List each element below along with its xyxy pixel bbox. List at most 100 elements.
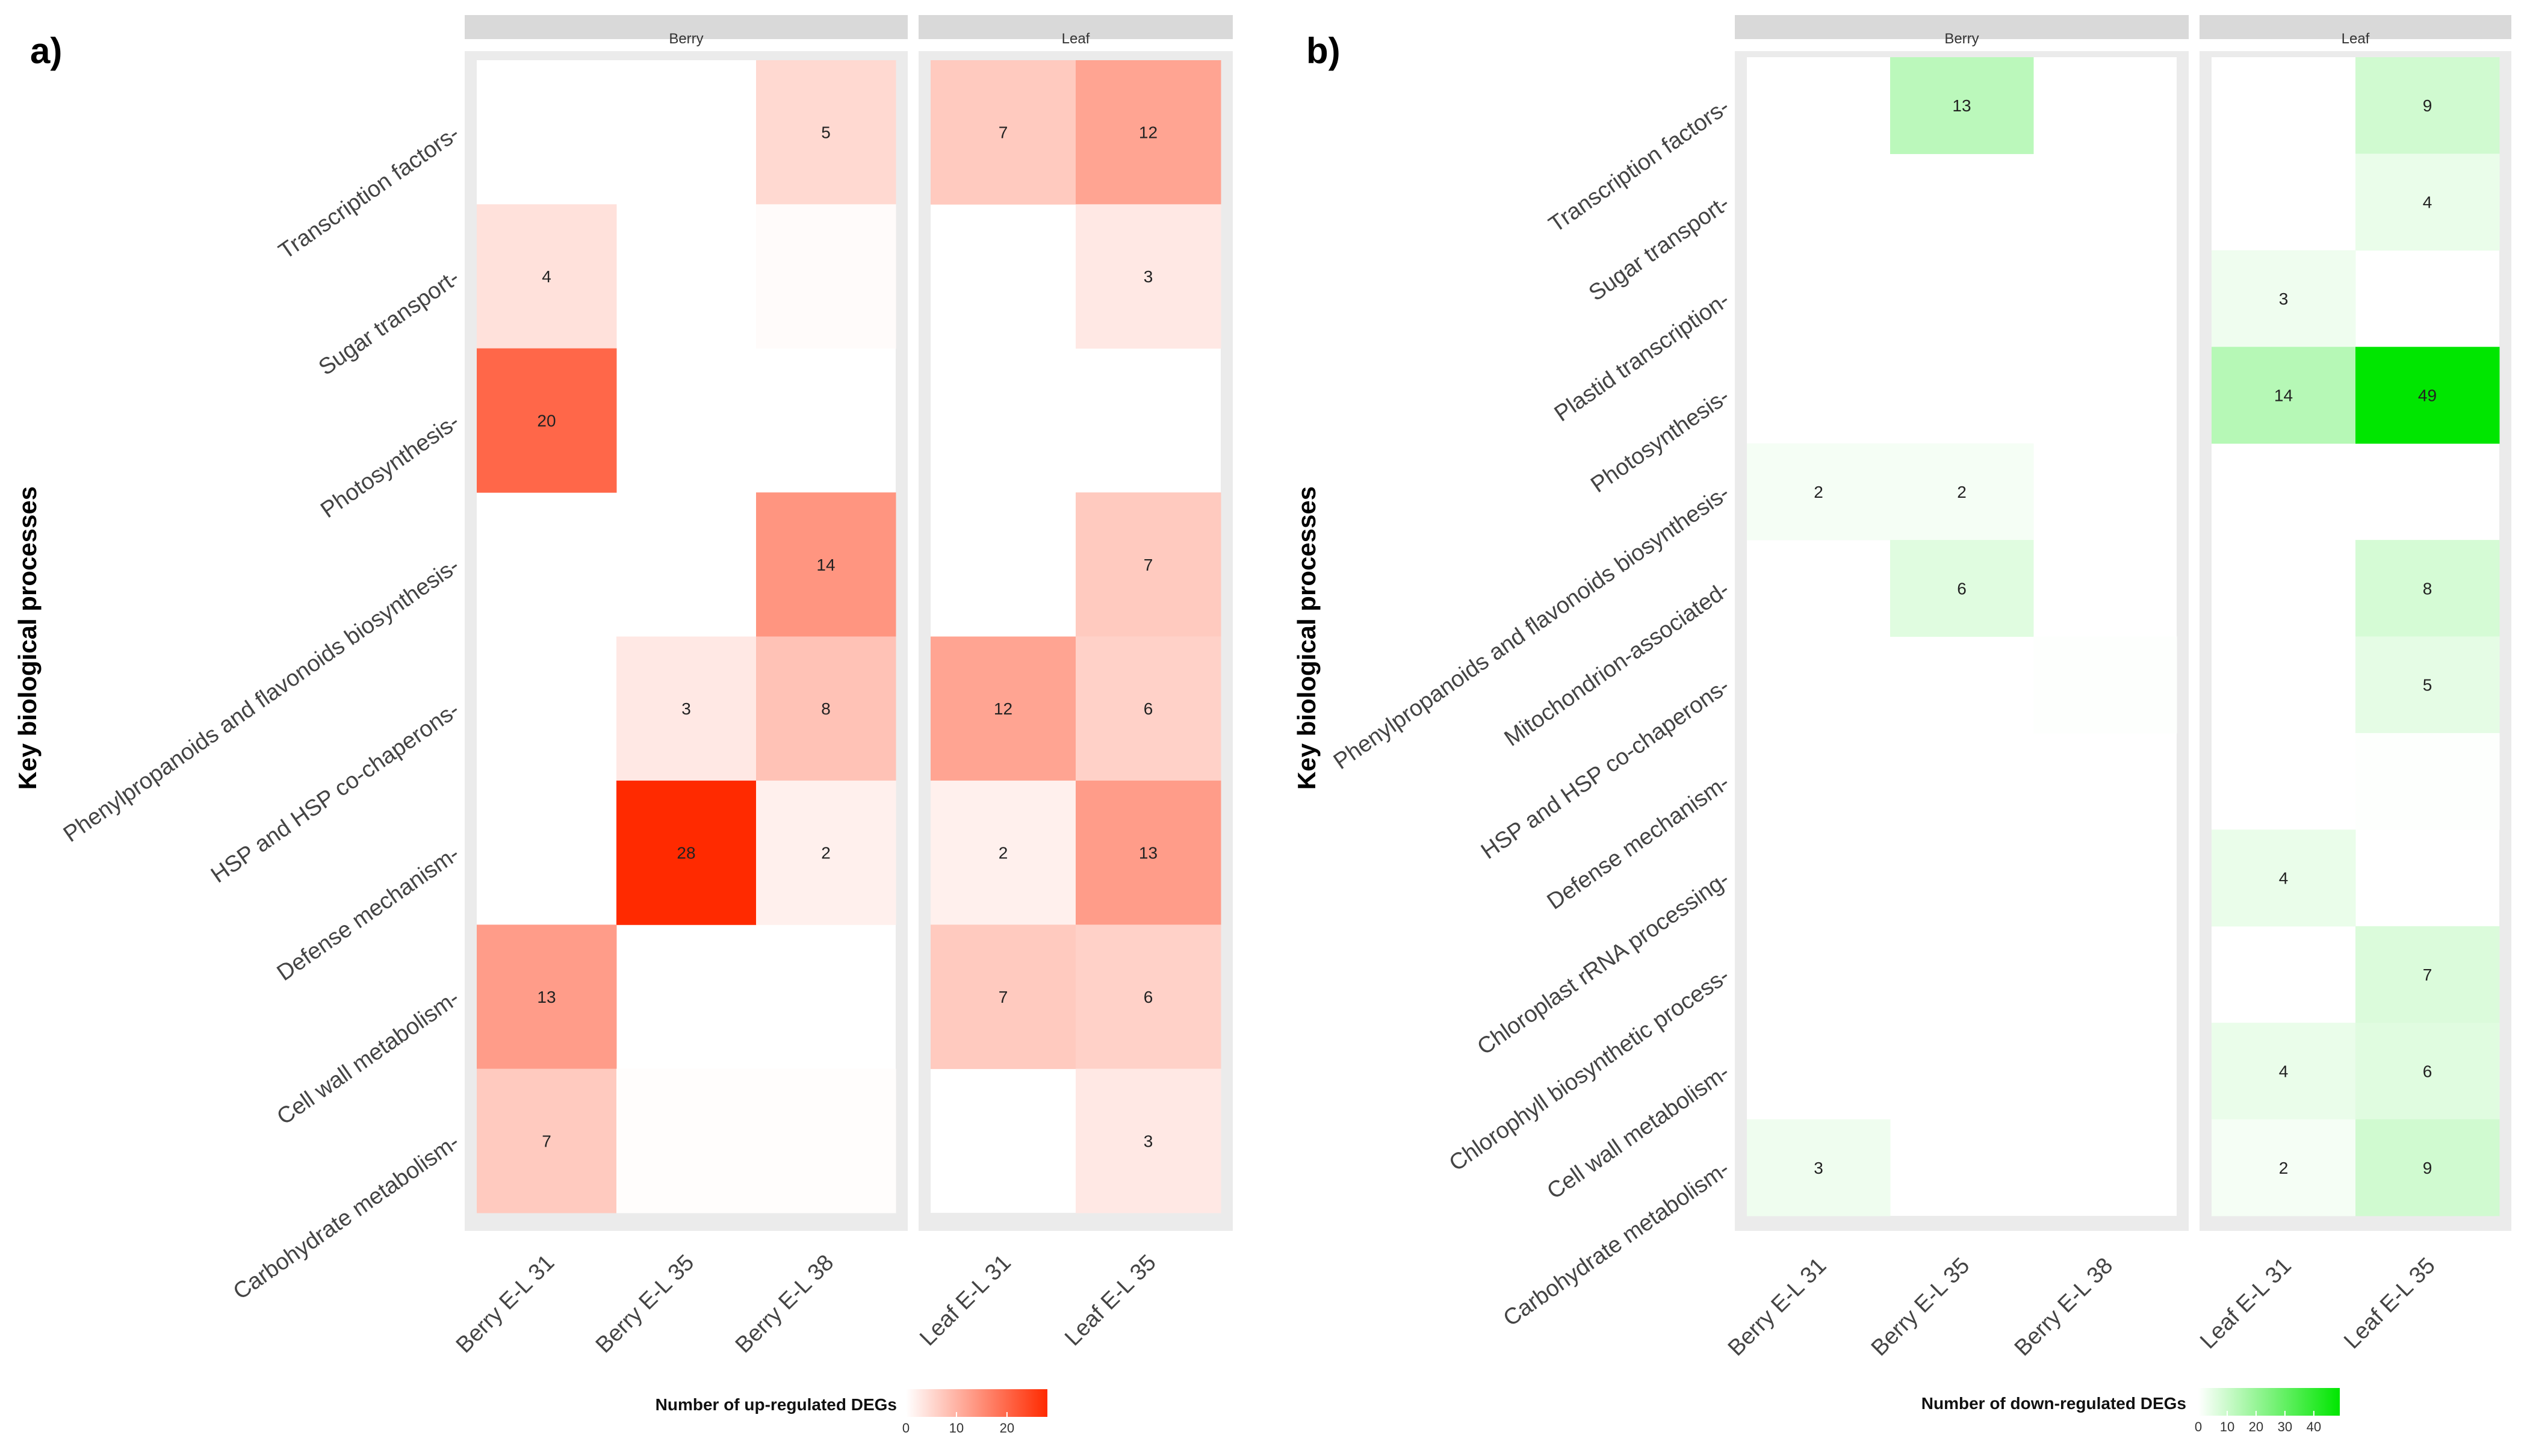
- panel-a-cell-berry-berry-e-l-31-row-6: [477, 925, 617, 1070]
- panel-b-cell-leaf-leaf-e-l-35-row-11: [2355, 1119, 2500, 1216]
- panel-a-cell-leaf-leaf-e-l-35-row-7: [1076, 1068, 1221, 1213]
- panel-b-cell-value: 6: [2423, 1062, 2432, 1080]
- panel-b-facet-label-berry: Berry: [1944, 31, 1979, 47]
- panel-b-cell-value: 9: [2423, 1159, 2432, 1177]
- panel-b-cell-value: 4: [2279, 869, 2289, 888]
- panel-b-cell-value: 8: [2423, 579, 2432, 598]
- panel-b-y-tick-label-chloroplast-rrna-processing: Chloroplast rRNA processing-: [1473, 867, 1734, 1060]
- panel-b-cell-value: 2: [1814, 483, 1823, 501]
- panel-a-cell-leaf-leaf-e-l-35-row-6: [1076, 925, 1221, 1070]
- panel-a-cell-berry-berry-e-l-35-row-4: [616, 636, 757, 781]
- panel-b-cell-value: 6: [1957, 579, 1967, 598]
- panel-b-y-tick-label-photosynthesis: Photosynthesis-: [1586, 384, 1734, 498]
- panel-a-y-tick-label-defense-mechanism: Defense mechanism-: [273, 841, 464, 986]
- panel-a-cell-value: 13: [1139, 844, 1158, 863]
- panel-a-cell-value: 7: [542, 1132, 551, 1150]
- panel-b-facet-label-leaf: Leaf: [2342, 31, 2370, 47]
- panel-a-label: a): [30, 31, 62, 71]
- panel-a-y-tick-label-carbohydrate-metabolism: Carbohydrate metabolism-: [229, 1129, 464, 1304]
- panel-a-y-tick-label-transcription-factors: Transcription factors-: [274, 121, 464, 264]
- panel-a-cell-berry-berry-e-l-35-row-7: [616, 1068, 757, 1213]
- panel-b-y-tick-label-carbohydrate-metabolism: Carbohydrate metabolism-: [1499, 1156, 1734, 1331]
- panel-a-cell-berry-berry-e-l-38-row-4: [756, 636, 896, 781]
- panel-b-cell-leaf-leaf-e-l-35-row-3: [2355, 347, 2500, 444]
- panel-b-legend-tick-label: 0: [2195, 1419, 2202, 1434]
- panel-a-cell-leaf-leaf-e-l-35-row-3: [1076, 492, 1221, 637]
- panel-b-cell-value: 2: [1957, 483, 1967, 501]
- panel-a-y-tick-label-cell-wall-metabolism: Cell wall metabolism-: [273, 985, 464, 1130]
- panel-a-cell-leaf-leaf-e-l-31-row-4: [931, 636, 1076, 781]
- panel-a-cell-value: 3: [1144, 267, 1153, 286]
- panel-a-cell-value: 7: [1144, 556, 1153, 574]
- panel-a-legend-tick-label: 20: [1000, 1420, 1014, 1436]
- panel-b-cell-value: 49: [2418, 386, 2437, 404]
- panel-b-x-tick-label: Berry E-L 38: [2010, 1253, 2118, 1362]
- panel-a-cell-leaf-leaf-e-l-35-row-0: [1076, 60, 1221, 205]
- panel-a-cell-value: 6: [1144, 988, 1153, 1006]
- panel-b-cell-leaf-leaf-e-l-35-row-5: [2355, 540, 2500, 637]
- panel-b-cell-leaf-leaf-e-l-35-row-9: [2355, 926, 2500, 1023]
- panel-a-cell-value: 12: [994, 699, 1012, 718]
- panel-b-y-tick-label-chlorophyll-biosynthetic-process: Chlorophyll biosynthetic process-: [1445, 963, 1734, 1176]
- panel-a-cell-berry-berry-e-l-31-row-1: [477, 204, 617, 349]
- panel-b-cell-berry-berry-e-l-31-row-11: [1747, 1119, 1891, 1216]
- panel-a-y-tick-label-photosynthesis: Photosynthesis-: [316, 409, 464, 523]
- panel-a-cell-value: 28: [677, 844, 695, 863]
- panel-a-cell-berry-berry-e-l-38-row-3: [756, 492, 896, 637]
- panel-a-cell-value: 14: [816, 556, 835, 574]
- panel-a-cell-leaf-leaf-e-l-35-row-1: [1076, 204, 1221, 349]
- panel-b-facet-strip-leaf: [2200, 15, 2511, 39]
- panel-b-cell-berry-berry-e-l-31-row-4: [1747, 443, 1891, 541]
- panel-a-cell-value: 20: [537, 411, 556, 430]
- panel-a-cell-value: 5: [821, 123, 831, 142]
- panel-b-legend-colorbar: [2198, 1388, 2340, 1416]
- panel-b-cell-berry-berry-e-l-35-row-4: [1890, 443, 2034, 541]
- panel-a-x-tick-label: Leaf E-L 31: [915, 1250, 1016, 1351]
- panel-a-cell-value: 13: [537, 988, 556, 1006]
- panel-b-cell-value: 4: [2279, 1062, 2289, 1080]
- panel-a-y-tick-label-sugar-transport: Sugar transport-: [314, 265, 464, 380]
- panel-b-y-tick-label-hsp-and-hsp-co-chaperons: HSP and HSP co-chaperons-: [1477, 674, 1734, 864]
- panel-a-y-tick-label-phenylpropanoids-and-flavonoids-biosynthesis: Phenylpropanoids and flavonoids biosynth…: [59, 553, 464, 847]
- panel-b-cell-value: 13: [1952, 96, 1971, 115]
- panel-b-legend-tick-label: 20: [2249, 1419, 2263, 1434]
- panel-b-legend-tick-label: 30: [2278, 1419, 2292, 1434]
- panel-a-cell-leaf-leaf-e-l-35-row-5: [1076, 780, 1221, 925]
- panel-b-cell-leaf-leaf-e-l-35-row-6: [2355, 636, 2500, 734]
- panel-b-cell-value: 7: [2423, 965, 2432, 984]
- panel-b-legend-title: Number of down-regulated DEGs: [1921, 1394, 2186, 1413]
- panel-a-cell-value: 12: [1139, 123, 1158, 142]
- panel-b-cell-value: 3: [2279, 290, 2289, 308]
- panel-b-cell-leaf-leaf-e-l-31-row-2: [2212, 250, 2356, 347]
- panel-b-x-tick-label: Leaf E-L 31: [2195, 1253, 2296, 1354]
- panel-b-y-tick-label-sugar-transport: Sugar transport-: [1584, 191, 1734, 306]
- panel-b-cell-leaf-leaf-e-l-35-row-1: [2355, 153, 2500, 251]
- panel-b-cell-value: 3: [1814, 1159, 1823, 1177]
- panel-a-cell-value: 3: [1144, 1132, 1153, 1150]
- panel-a-cell-value: 8: [821, 699, 831, 718]
- panel-a-facet-label-berry: Berry: [669, 31, 703, 47]
- panel-b-cell-leaf-leaf-e-l-35-row-7: [2355, 733, 2500, 830]
- panel-b-cell-leaf-leaf-e-l-31-row-10: [2212, 1023, 2356, 1120]
- panel-b-cell-berry-berry-e-l-35-row-5: [1890, 540, 2034, 637]
- panel-a-cell-leaf-leaf-e-l-35-row-4: [1076, 636, 1221, 781]
- panel-a-facet-strip-leaf: [919, 15, 1233, 39]
- panel-b-cell-leaf-leaf-e-l-35-row-10: [2355, 1023, 2500, 1120]
- panel-a-cell-leaf-leaf-e-l-31-row-0: [931, 60, 1076, 205]
- panel-b-y-axis-title: Key biological processes: [1292, 486, 1321, 790]
- panel-b-cell-value: 14: [2274, 386, 2293, 404]
- panel-a-x-tick-label: Berry E-L 31: [451, 1250, 560, 1358]
- panel-a-cell-value: 7: [999, 988, 1008, 1006]
- panel-a-cell-leaf-leaf-e-l-31-row-6: [931, 925, 1076, 1070]
- panel-b-cell-leaf-leaf-e-l-31-row-3: [2212, 347, 2356, 444]
- panel-b-legend-tick-label: 40: [2307, 1419, 2321, 1434]
- panel-a-cell-value: 3: [681, 699, 691, 718]
- panel-b-y-tick-label-mitochondrion-associated: Mitochondrion-associated-: [1500, 577, 1734, 751]
- panel-a-cell-value: 7: [999, 123, 1008, 142]
- panel-a-cell-value: 2: [821, 844, 831, 863]
- panel-a-facet-label-leaf: Leaf: [1062, 31, 1090, 47]
- panel-a-legend-tick-label: 10: [949, 1420, 964, 1436]
- panel-b-label: b): [1306, 31, 1341, 71]
- panel-b-x-tick-label: Berry E-L 35: [1867, 1253, 1975, 1362]
